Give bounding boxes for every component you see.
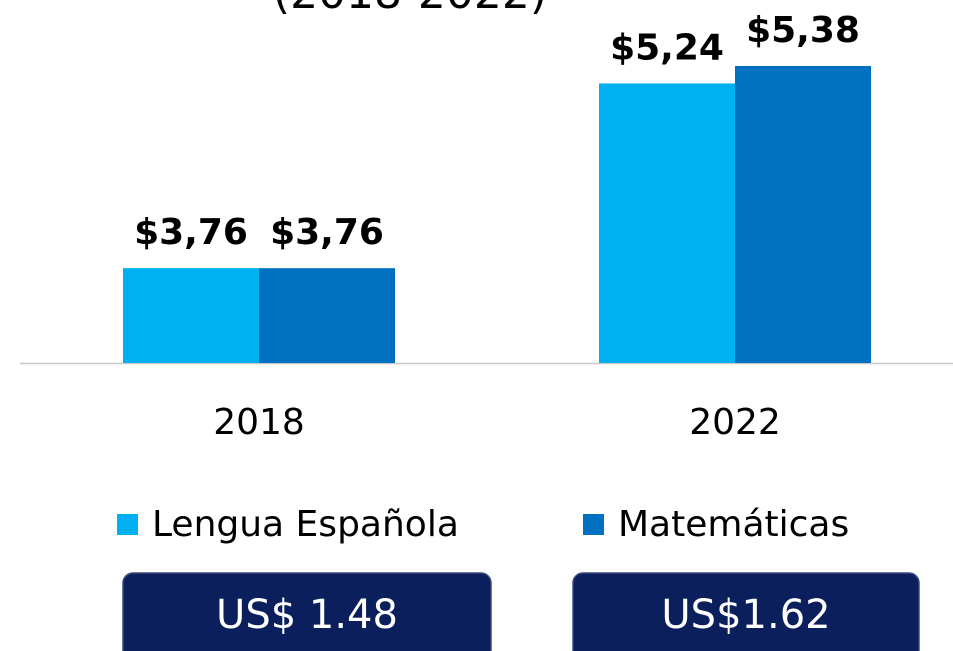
data-label: $3,76 <box>270 212 384 253</box>
annotation: US$ 1.48 <box>216 592 398 638</box>
annotation: US$1.62 <box>661 592 830 638</box>
bar <box>735 65 871 363</box>
x-tick-label: 2018 <box>213 402 305 443</box>
legend-label: Matemáticas <box>618 504 849 545</box>
legend-label: Lengua Española <box>152 504 459 545</box>
x-tick-label: 2022 <box>689 402 781 443</box>
chart-subtitle: (2018-2022) <box>273 0 547 19</box>
data-label: $5,24 <box>610 27 724 68</box>
annotation-box <box>122 572 492 651</box>
bar <box>259 268 395 363</box>
legend-swatch <box>117 514 138 535</box>
legend-swatch <box>583 514 604 535</box>
data-label: $3,76 <box>134 212 248 253</box>
bar <box>123 268 259 363</box>
bar <box>599 83 735 363</box>
annotation-box <box>572 572 920 651</box>
data-label: $5,38 <box>746 10 860 51</box>
